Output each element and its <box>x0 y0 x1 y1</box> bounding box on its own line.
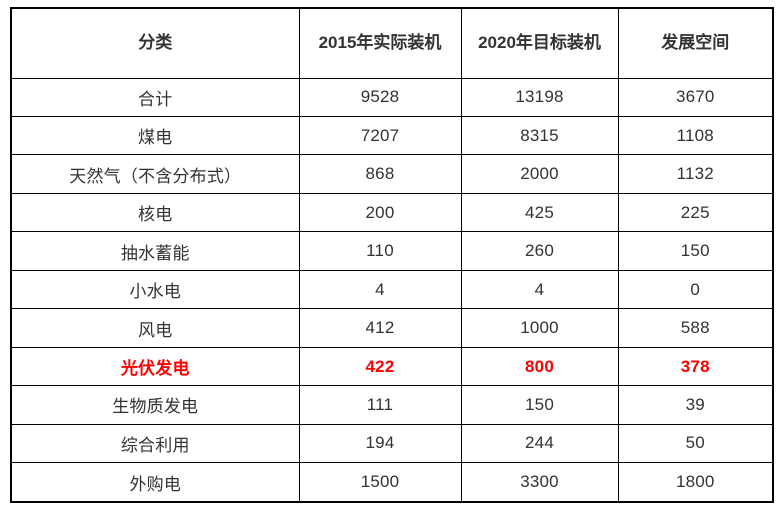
category-cell: 外购电 <box>10 462 300 503</box>
value-2020-cell: 425 <box>460 192 619 233</box>
value-2015-cell: 9528 <box>298 77 462 117</box>
value-2020-cell: 8315 <box>460 115 619 156</box>
column-header-growth-space-label: 发展空间 <box>661 32 730 52</box>
table-row: 生物质发电 111 150 39 <box>10 385 774 425</box>
column-header-2020-target-label: 2020年目标装机 <box>478 33 601 53</box>
category-cell: 合计 <box>10 77 300 117</box>
column-header-category: 分类 <box>10 7 300 79</box>
value-2020-cell: 13198 <box>460 77 619 117</box>
value-2020-cell: 2000 <box>460 154 619 194</box>
table-row: 光伏发电 422 800 378 <box>10 346 774 387</box>
category-cell: 风电 <box>10 308 300 348</box>
value-2020-cell: 1000 <box>460 308 619 348</box>
table-body: 合计 9528 13198 3670 煤电 7207 8315 1108 天然气… <box>10 77 774 503</box>
growth-space-cell: 225 <box>617 192 774 233</box>
column-header-2020-target: 2020年目标装机 <box>460 7 619 79</box>
value-2015-cell: 412 <box>298 308 462 348</box>
value-2015-cell: 111 <box>298 385 462 425</box>
column-header-category-label: 分类 <box>138 32 173 52</box>
column-header-growth-space: 发展空间 <box>617 7 774 79</box>
growth-space-cell: 3670 <box>617 77 774 117</box>
growth-space-cell: 378 <box>617 346 774 387</box>
table-row: 煤电 7207 8315 1108 <box>10 115 774 156</box>
table-row: 核电 200 425 225 <box>10 192 774 233</box>
growth-space-cell: 1108 <box>617 115 774 156</box>
value-2015-cell: 422 <box>298 346 462 387</box>
growth-space-cell: 1800 <box>617 462 774 503</box>
growth-space-cell: 588 <box>617 308 774 348</box>
category-cell: 光伏发电 <box>10 346 300 387</box>
category-cell: 抽水蓄能 <box>10 231 300 271</box>
value-2020-cell: 800 <box>460 346 619 387</box>
category-cell: 小水电 <box>10 269 300 310</box>
value-2015-cell: 110 <box>298 231 462 271</box>
value-2020-cell: 150 <box>460 385 619 425</box>
value-2015-cell: 868 <box>298 154 462 194</box>
value-2015-cell: 7207 <box>298 115 462 156</box>
category-cell: 综合利用 <box>10 423 300 464</box>
table-row: 外购电 1500 3300 1800 <box>10 462 774 503</box>
growth-space-cell: 39 <box>617 385 774 425</box>
growth-space-cell: 0 <box>617 269 774 310</box>
growth-space-cell: 1132 <box>617 154 774 194</box>
category-cell: 核电 <box>10 192 300 233</box>
table-row: 抽水蓄能 110 260 150 <box>10 231 774 271</box>
category-cell: 天然气（不含分布式） <box>10 154 300 194</box>
value-2020-cell: 3300 <box>460 462 619 503</box>
value-2015-cell: 200 <box>298 192 462 233</box>
growth-space-cell: 50 <box>617 423 774 464</box>
capacity-table: 分类 2015年实际装机 2020年目标装机 发展空间 合计 9528 1319… <box>10 7 774 503</box>
value-2015-cell: 1500 <box>298 462 462 503</box>
table-header: 分类 2015年实际装机 2020年目标装机 发展空间 <box>10 7 774 79</box>
value-2020-cell: 4 <box>460 269 619 310</box>
column-header-2015-actual: 2015年实际装机 <box>298 7 462 79</box>
category-cell: 生物质发电 <box>10 385 300 425</box>
table-row: 综合利用 194 244 50 <box>10 423 774 464</box>
category-cell: 煤电 <box>10 115 300 156</box>
table-row: 合计 9528 13198 3670 <box>10 77 774 117</box>
value-2020-cell: 260 <box>460 231 619 271</box>
header-row: 分类 2015年实际装机 2020年目标装机 发展空间 <box>10 7 774 79</box>
table-row: 小水电 4 4 0 <box>10 269 774 310</box>
value-2020-cell: 244 <box>460 423 619 464</box>
column-header-2015-actual-label: 2015年实际装机 <box>318 33 442 53</box>
value-2015-cell: 4 <box>298 269 462 310</box>
table-row: 风电 412 1000 588 <box>10 308 774 348</box>
table-row: 天然气（不含分布式） 868 2000 1132 <box>10 154 774 194</box>
growth-space-cell: 150 <box>617 231 774 271</box>
value-2015-cell: 194 <box>298 423 462 464</box>
